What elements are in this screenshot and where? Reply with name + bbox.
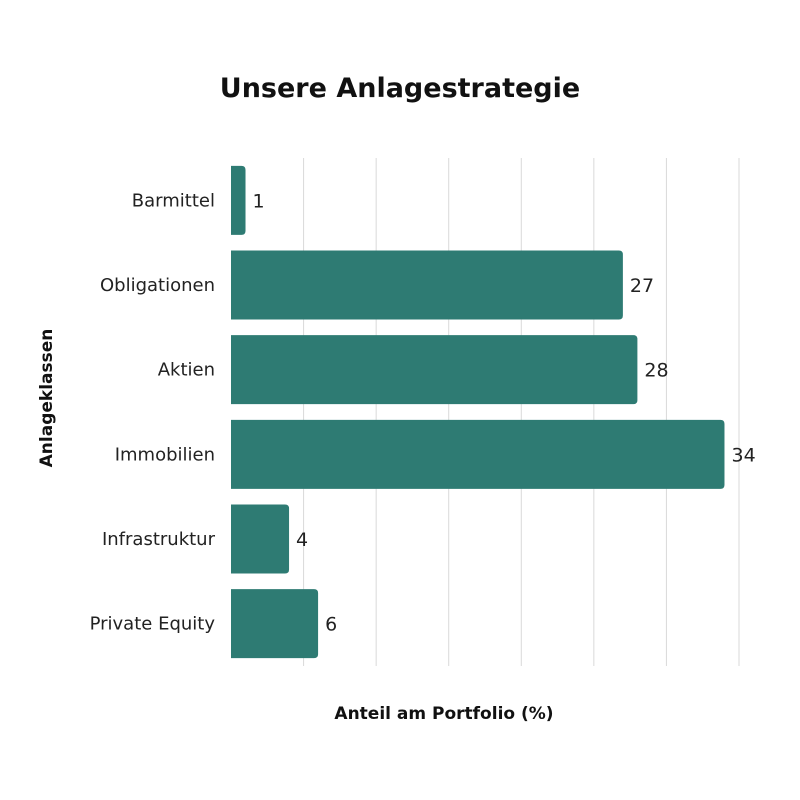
bar-immobilien [231, 419, 725, 489]
category-label-aktien: Aktien [158, 360, 215, 381]
category-label-obligationen: Obligationen [100, 275, 215, 296]
bar-aktien [231, 335, 638, 405]
gridlines [303, 158, 740, 666]
category-label-infrastruktur: Infrastruktur [102, 529, 216, 550]
bar-barmittel [231, 165, 246, 235]
value-label-barmittel: 1 [253, 190, 265, 212]
value-label-obligationen: 27 [630, 275, 654, 297]
bars [231, 165, 725, 659]
category-label-private-equity: Private Equity [90, 614, 216, 635]
value-label-infrastruktur: 4 [296, 529, 308, 551]
value-label-immobilien: 34 [731, 444, 755, 466]
value-label-private-equity: 6 [325, 614, 337, 636]
bar-infrastruktur [231, 504, 290, 574]
bar-private-equity [231, 589, 319, 659]
bar-obligationen [231, 250, 623, 320]
chart-title: Unsere Anlagestrategie [220, 73, 580, 104]
x-axis-title: Anteil am Portfolio (%) [334, 704, 553, 724]
value-labels: 1 27 28 34 4 6 [253, 190, 756, 635]
category-label-barmittel: Barmittel [132, 190, 215, 211]
category-label-immobilien: Immobilien [115, 444, 215, 465]
value-label-aktien: 28 [644, 360, 668, 382]
category-labels: Barmittel Obligationen Aktien Immobilien Inf… [90, 190, 216, 634]
y-axis-title: Anlageklassen [37, 329, 57, 468]
